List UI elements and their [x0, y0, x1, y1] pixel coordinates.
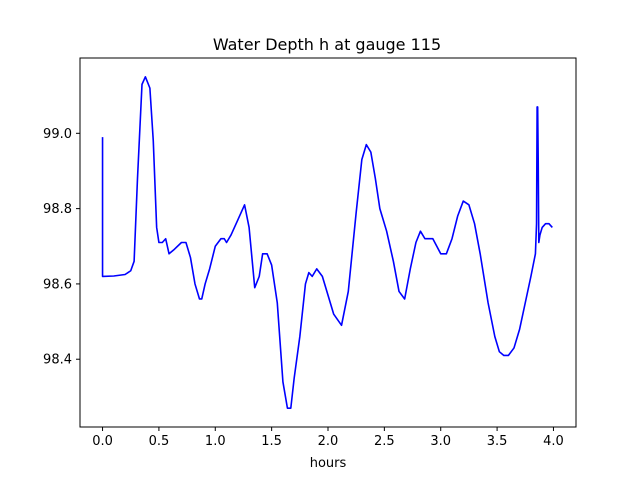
- x-tick-label: 2.0: [318, 434, 339, 449]
- x-tick-label: 3.0: [430, 434, 451, 449]
- x-axis-label: hours: [310, 456, 347, 471]
- x-tick-label: 0.5: [149, 434, 170, 449]
- plot-frame: [79, 57, 577, 428]
- x-tick-label: 3.5: [487, 434, 508, 449]
- series-layer: [101, 76, 553, 409]
- x-tick-label: 4.0: [543, 434, 564, 449]
- series-line-0: [101, 76, 553, 409]
- y-tick-label: 99.0: [43, 127, 72, 142]
- x-tick-label: 0.0: [92, 434, 113, 449]
- y-tick-label: 98.8: [43, 202, 72, 217]
- x-tick-label: 1.0: [205, 434, 226, 449]
- x-axis-ticks: 0.0 0.5 1.0 1.5 2.0 2.5 3.0 3.5 4.0: [92, 427, 564, 449]
- y-axis-ticks: 98.4 98.6 98.8 99.0: [43, 127, 80, 368]
- chart-title: Water Depth h at gauge 115: [213, 35, 441, 54]
- x-tick-label: 2.5: [374, 434, 395, 449]
- y-tick-label: 98.4: [43, 353, 72, 368]
- y-tick-label: 98.6: [43, 277, 72, 292]
- x-tick-label: 1.5: [261, 434, 282, 449]
